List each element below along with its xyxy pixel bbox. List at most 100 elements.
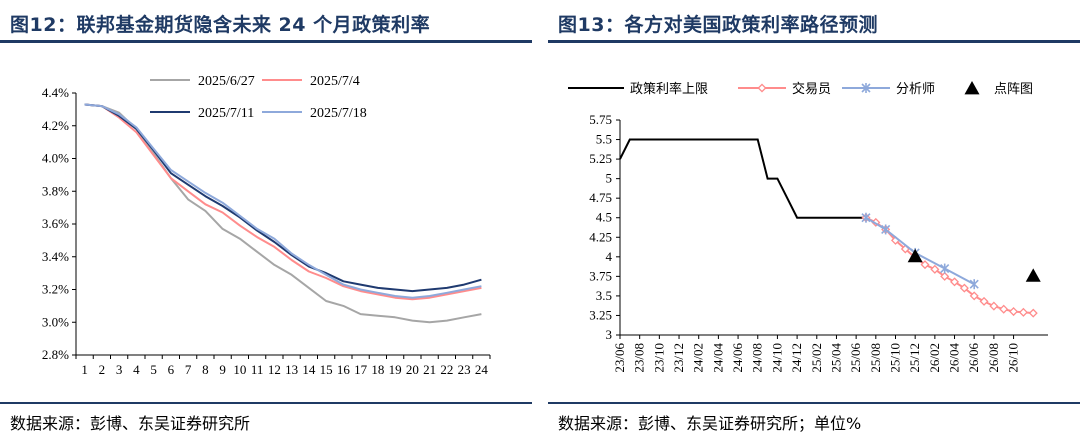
x-tick-label: 4 bbox=[133, 362, 140, 377]
left-chart-panel: 图12：联邦基金期货隐含未来 24 个月政策利率 2.8% 3.0% 3.2% 3.4… bbox=[0, 0, 532, 440]
series-point-交易员 bbox=[1028, 308, 1038, 318]
y-tick-label: 4.75 bbox=[589, 190, 612, 205]
x-tick-label: 5 bbox=[150, 362, 157, 377]
x-tick-label: 21 bbox=[423, 362, 436, 377]
x-tick-label: 24 bbox=[475, 362, 489, 377]
y-tick-label: 4.5 bbox=[596, 210, 612, 225]
x-tick-label: 25/06 bbox=[848, 343, 863, 373]
y-tick-label: 3.5 bbox=[596, 288, 612, 303]
y-tick-label: 4.2% bbox=[42, 118, 69, 133]
series-line-分析师 bbox=[865, 216, 975, 286]
x-tick-label: 23 bbox=[458, 362, 471, 377]
right-source-rule bbox=[548, 402, 1080, 404]
legend-label: 2025/6/27 bbox=[198, 74, 255, 89]
x-tick-label: 17 bbox=[354, 362, 368, 377]
series-line-交易员 bbox=[865, 216, 1034, 315]
series-point-交易员 bbox=[930, 264, 940, 274]
series-point-分析师 bbox=[881, 224, 891, 235]
x-tick-label: 25/02 bbox=[809, 343, 824, 373]
legend-label: 点阵图 bbox=[994, 82, 1033, 97]
series-point-点阵图 bbox=[907, 248, 923, 263]
x-tick-label: 24/02 bbox=[691, 343, 706, 373]
series-point-交易员 bbox=[1009, 307, 1019, 317]
y-tick-label: 4.0% bbox=[42, 151, 69, 166]
series-line-2025/7/11 bbox=[84, 103, 482, 293]
series-point-点阵图 bbox=[1025, 268, 1041, 282]
y-tick-label: 5 bbox=[606, 171, 613, 186]
series-point-交易员 bbox=[989, 301, 999, 311]
left-chart-title: 图12：联邦基金期货隐含未来 24 个月政策利率 bbox=[10, 14, 431, 36]
x-tick-label: 23/12 bbox=[671, 343, 686, 373]
y-tick-label: 3.4% bbox=[42, 249, 69, 264]
series-point-交易员 bbox=[969, 291, 979, 301]
legend-marker bbox=[757, 83, 767, 93]
legend-label: 2025/7/11 bbox=[198, 106, 254, 121]
left-title-rule bbox=[0, 40, 532, 43]
series-line-2025/6/27 bbox=[84, 103, 482, 324]
x-tick-label: 10 bbox=[233, 362, 246, 377]
x-tick-label: 6 bbox=[168, 362, 175, 377]
x-tick-label: 26/04 bbox=[947, 343, 962, 373]
right-title-rule bbox=[548, 40, 1080, 43]
x-tick-label: 19 bbox=[389, 362, 402, 377]
x-tick-label: 18 bbox=[371, 362, 384, 377]
y-tick-label: 3.8% bbox=[42, 183, 69, 198]
left-source-rule bbox=[0, 402, 532, 404]
x-tick-label: 13 bbox=[285, 362, 298, 377]
series-point-分析师 bbox=[861, 212, 871, 223]
y-tick-label: 4.4% bbox=[42, 85, 69, 100]
series-point-交易员 bbox=[950, 277, 960, 287]
legend-label: 交易员 bbox=[792, 81, 831, 97]
x-tick-label: 23/08 bbox=[632, 343, 647, 373]
right-line-chart: 3 3.25 3.5 3.75 4 4.25 4.5 4.75 5 5.25 5.5 5.75 23/0… bbox=[568, 80, 1048, 373]
x-tick-label: 26/02 bbox=[927, 343, 942, 373]
x-tick-label: 24/08 bbox=[750, 343, 765, 373]
series-point-交易员 bbox=[940, 271, 950, 281]
x-tick-label: 8 bbox=[202, 362, 209, 377]
x-tick-label: 16 bbox=[337, 362, 351, 377]
x-tick-label: 22 bbox=[440, 362, 453, 377]
x-tick-label: 1 bbox=[81, 362, 88, 377]
legend-marker bbox=[964, 80, 980, 95]
series-line-政策利率上限 bbox=[619, 138, 866, 219]
y-tick-label: 4.25 bbox=[589, 229, 612, 244]
x-tick-label: 26/10 bbox=[1006, 343, 1021, 373]
x-tick-label: 12 bbox=[268, 362, 281, 377]
series-point-分析师 bbox=[969, 279, 979, 290]
x-tick-label: 20 bbox=[406, 362, 419, 377]
right-source-note: 数据来源：彭博、东吴证券研究所；单位% bbox=[558, 414, 862, 433]
series-point-交易员 bbox=[999, 304, 1009, 314]
legend-label: 2025/7/4 bbox=[310, 74, 360, 89]
y-tick-label: 5.75 bbox=[589, 112, 612, 127]
x-tick-label: 15 bbox=[320, 362, 333, 377]
x-tick-label: 24/12 bbox=[789, 343, 804, 373]
series-line-2025/7/4 bbox=[84, 103, 482, 301]
x-tick-label: 24/04 bbox=[710, 343, 725, 373]
x-tick-label: 26/08 bbox=[986, 343, 1001, 373]
legend-marker bbox=[861, 83, 871, 93]
x-tick-label: 2 bbox=[99, 362, 106, 377]
legend-label: 2025/7/18 bbox=[310, 106, 367, 121]
x-tick-label: 23/10 bbox=[651, 343, 666, 373]
x-tick-label: 14 bbox=[302, 362, 316, 377]
x-tick-label: 24/06 bbox=[730, 343, 745, 373]
x-tick-label: 25/04 bbox=[829, 343, 844, 373]
series-line-2025/7/18 bbox=[84, 103, 482, 299]
legend-label: 分析师 bbox=[896, 82, 935, 97]
right-chart-title: 图13：各方对美国政策利率路径预测 bbox=[558, 14, 878, 36]
y-tick-label: 5.5 bbox=[596, 132, 612, 147]
x-tick-label: 9 bbox=[219, 362, 226, 377]
y-tick-label: 5.25 bbox=[589, 151, 612, 166]
y-tick-label: 3.2% bbox=[42, 282, 69, 297]
legend-label: 政策利率上限 bbox=[630, 81, 708, 97]
x-tick-label: 11 bbox=[251, 362, 264, 377]
x-tick-label: 23/06 bbox=[612, 343, 627, 373]
y-tick-label: 4 bbox=[606, 249, 613, 264]
x-tick-label: 7 bbox=[185, 362, 192, 377]
y-tick-label: 3 bbox=[606, 327, 613, 342]
series-point-交易员 bbox=[959, 283, 969, 293]
right-chart-panel: 图13：各方对美国政策利率路径预测 3 3.25 3.5 3.75 4 4.25 4.5 4.… bbox=[548, 0, 1080, 440]
x-tick-label: 25/08 bbox=[868, 343, 883, 373]
y-tick-label: 3.25 bbox=[589, 307, 612, 322]
series-point-交易员 bbox=[1018, 307, 1028, 317]
